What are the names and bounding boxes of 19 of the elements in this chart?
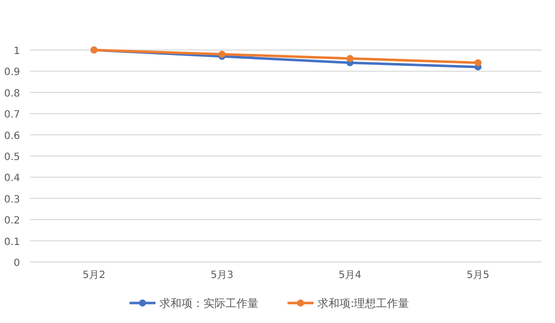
y-tick-label: 0.4 bbox=[4, 173, 20, 184]
point bbox=[346, 54, 354, 62]
legend-label: 求和项：实际工作量 bbox=[160, 297, 258, 310]
y-tick-label: 0.9 bbox=[4, 67, 20, 78]
y-tick-label: 0.6 bbox=[4, 130, 20, 142]
y-tick-label: 0.7 bbox=[4, 110, 20, 121]
y-tick-label: 0.8 bbox=[4, 88, 20, 100]
x-tick-label: 5月3 bbox=[210, 270, 234, 281]
x-tick-label: 5月2 bbox=[82, 270, 106, 281]
y-tick-label: 0.1 bbox=[4, 236, 20, 248]
y-tick-label: 0.2 bbox=[4, 216, 20, 227]
y-tick-label: 1 bbox=[14, 46, 20, 57]
y-tick-label: 0.5 bbox=[4, 152, 20, 163]
x-tick-label: 5月4 bbox=[338, 270, 362, 281]
x-tick-label: 5月5 bbox=[466, 270, 490, 281]
y-tick-label: 0 bbox=[14, 258, 20, 269]
y-tick-label: 0.3 bbox=[4, 194, 20, 206]
legend-label: 求和项:理想工作量 bbox=[318, 297, 410, 310]
point bbox=[474, 59, 482, 66]
